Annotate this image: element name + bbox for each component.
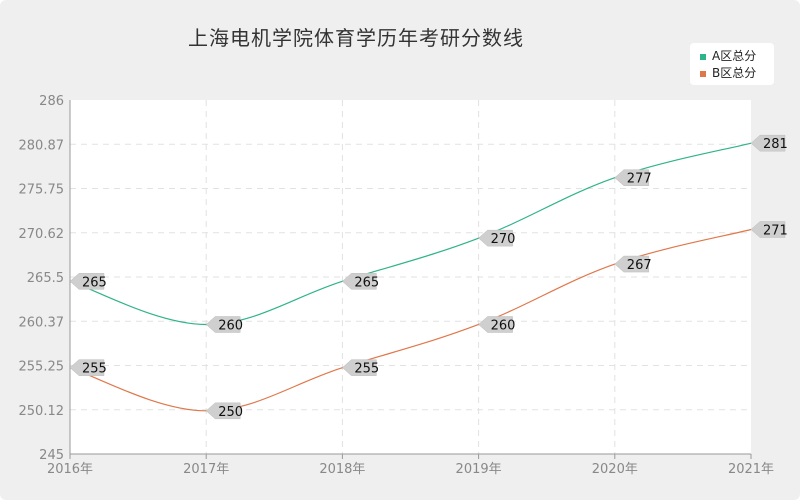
y-tick-label: 265.5 [27, 271, 64, 286]
legend-item-b[interactable]: B区总分 [700, 65, 756, 81]
y-tick-label: 280.87 [19, 138, 65, 153]
legend-label-a: A区总分 [712, 49, 757, 63]
data-label: 255 [82, 362, 107, 377]
y-tick-label: 255.25 [19, 360, 65, 375]
y-tick-label: 275.75 [19, 183, 65, 198]
y-tick-label: 245 [39, 448, 64, 463]
data-label-bg [478, 316, 513, 333]
data-label: 281 [763, 137, 788, 152]
data-label: 250 [218, 405, 243, 420]
legend-item-a[interactable]: A区总分 [700, 48, 756, 64]
x-tick-label: 2018年 [319, 462, 365, 477]
data-label: 255 [354, 362, 379, 377]
data-label-bg [342, 273, 377, 290]
x-tick-label: 2017年 [183, 462, 229, 477]
x-tick-label: 2019年 [456, 462, 502, 477]
data-label: 260 [491, 318, 516, 333]
y-tick-label: 270.62 [19, 227, 65, 242]
data-label: 265 [82, 275, 107, 290]
chart-title: 上海电机学院体育学历年考研分数线 [188, 26, 524, 50]
data-label-bg [69, 273, 105, 290]
data-label: 271 [763, 224, 788, 239]
data-label-bg [478, 229, 513, 247]
y-tick-label: 250.12 [19, 404, 65, 419]
x-tick-label: 2016年 [47, 462, 93, 477]
data-label: 267 [627, 258, 652, 273]
y-tick-label: 260.37 [19, 315, 65, 330]
data-label-bg [342, 359, 377, 376]
x-tick-label: 2020年 [592, 462, 638, 477]
data-label-bg [205, 316, 241, 333]
legend-swatch-a [700, 53, 706, 60]
data-label: 277 [627, 172, 652, 187]
data-label-bg [750, 134, 786, 152]
data-label-bg [614, 169, 650, 186]
data-label-bg [614, 255, 650, 273]
legend: A区总分 B区总分 [690, 43, 774, 85]
legend-label-b: B区总分 [712, 66, 757, 80]
data-label: 265 [354, 275, 379, 290]
data-label: 260 [218, 318, 243, 333]
data-label-bg [205, 402, 241, 420]
y-tick-label: 286 [39, 94, 64, 109]
x-tick-label: 2021年 [728, 462, 774, 477]
data-label-bg [69, 359, 105, 376]
legend-swatch-b [700, 70, 706, 77]
data-label-bg [750, 221, 786, 238]
data-label: 270 [491, 232, 516, 247]
